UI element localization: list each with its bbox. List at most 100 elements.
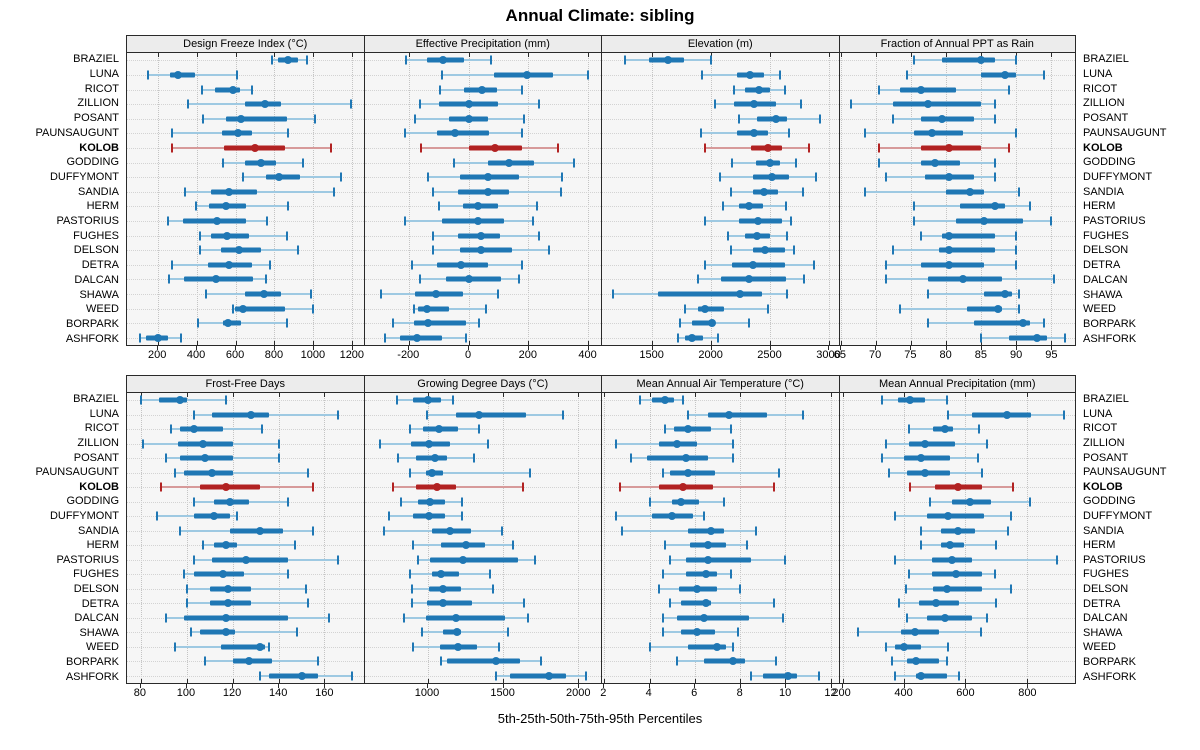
station-label: DETRA: [81, 597, 119, 610]
axis-tick-mark: [158, 341, 160, 345]
median-dot: [941, 425, 950, 434]
whisker-cap: [1053, 274, 1056, 284]
axis-tick-label: 10: [778, 687, 792, 699]
axis-tick-mark: [502, 684, 504, 688]
whisker-cap: [945, 395, 948, 405]
axis-tick-mark: [313, 53, 315, 57]
station-label: GODDING: [66, 495, 119, 508]
whisker-cap: [485, 304, 488, 313]
whisker-cap: [573, 158, 576, 167]
row-guide-line: [839, 337, 1075, 339]
axis-tick-mark: [965, 684, 967, 688]
median-dot: [219, 570, 228, 579]
whisker-cap: [478, 318, 481, 328]
axis-tick-mark: [945, 346, 947, 350]
median-dot: [428, 468, 437, 477]
whisker-cap: [174, 468, 177, 478]
station-label: GODDING: [1083, 495, 1136, 508]
whisker-cap: [679, 318, 682, 328]
axis-tick-label: 6: [691, 687, 698, 699]
whisker-cap: [731, 158, 734, 167]
whisker-cap: [913, 216, 916, 226]
median-dot: [990, 202, 999, 211]
axis-tick-mark: [965, 393, 967, 397]
whisker-cap: [793, 245, 796, 255]
plot-area-mean-annual-precipitation: [838, 393, 1076, 684]
axis-tick-mark: [578, 679, 580, 683]
whisker-5th-95th: [197, 322, 287, 325]
whisker-cap: [929, 497, 932, 507]
whisker-cap: [1018, 187, 1021, 197]
station-label: HERM: [86, 539, 119, 552]
whisker-cap: [236, 511, 239, 521]
whisker-cap: [170, 260, 173, 270]
gridline: [468, 53, 470, 345]
whisker-cap: [302, 158, 305, 167]
station-label: ZILLION: [77, 97, 119, 110]
whisker-5th-95th: [393, 486, 523, 489]
axis-tick-mark: [427, 684, 429, 688]
whisker-cap: [730, 424, 732, 434]
median-dot: [980, 216, 989, 225]
median-dot: [226, 497, 235, 506]
median-dot: [966, 187, 975, 196]
whisker-cap: [251, 85, 254, 94]
median-dot: [684, 468, 692, 477]
whisker-cap: [913, 201, 916, 211]
whisker-cap: [351, 671, 354, 681]
whisker-cap: [497, 289, 500, 299]
whisker-cap: [507, 627, 510, 637]
whisker-cap: [612, 289, 615, 299]
median-dot: [432, 483, 441, 492]
station-label: DALCAN: [74, 612, 119, 625]
page-title: Annual Climate: sibling: [505, 6, 695, 25]
whisker-cap: [183, 569, 186, 579]
whisker-cap: [785, 231, 788, 240]
whisker-cap: [726, 231, 729, 240]
median-dot: [745, 202, 754, 211]
whisker-cap: [1056, 555, 1059, 565]
gridline: [649, 393, 651, 683]
station-label: ASHFORK: [65, 670, 119, 683]
axis-tick-mark: [324, 679, 326, 683]
station-label: HERM: [1083, 539, 1116, 552]
gridline: [828, 53, 830, 345]
gridline: [1050, 53, 1052, 345]
plot-area-elevation: [601, 53, 839, 346]
whisker-cap: [286, 201, 289, 211]
axis-tick-mark: [1015, 341, 1017, 345]
whisker-cap: [192, 497, 195, 507]
median-dot: [235, 246, 244, 255]
panel-growing-degree-days: Growing Degree Days (°C) 1000 1500 2000: [363, 375, 601, 699]
whisker-cap: [995, 598, 998, 608]
whisker-cap: [907, 569, 910, 579]
panels-row-1: Frost-Free Days 80 100 120 140 160 Growing Deg…: [126, 375, 1076, 699]
whisker-cap: [537, 231, 540, 240]
interquartile-bar: [914, 130, 964, 136]
gridline: [945, 53, 947, 345]
whisker-cap: [958, 671, 961, 681]
axis-tick-label: 80: [939, 349, 952, 361]
gridline: [274, 53, 276, 345]
station-label: DALCAN: [1083, 273, 1128, 286]
interquartile-bar: [225, 116, 287, 122]
median-dot: [222, 231, 231, 240]
whisker-cap: [384, 333, 387, 343]
whisker-cap: [316, 656, 319, 666]
median-dot: [916, 454, 925, 463]
whisker-cap: [1007, 85, 1010, 94]
whisker-cap: [785, 201, 788, 211]
whisker-cap: [440, 656, 443, 666]
axis-tick-mark: [785, 679, 787, 683]
station-label: DELSON: [1083, 244, 1129, 257]
axis-tick-mark: [313, 341, 315, 345]
gridline: [980, 53, 982, 345]
axis-tick-mark: [186, 679, 188, 683]
row-guide-line: [364, 458, 601, 460]
row-guide-line: [839, 400, 1075, 402]
station-label: ZILLION: [77, 437, 119, 450]
median-dot: [766, 158, 775, 167]
whisker-cap: [893, 511, 896, 521]
interquartile-bar: [672, 499, 700, 505]
whisker-5th-95th: [900, 307, 1020, 310]
